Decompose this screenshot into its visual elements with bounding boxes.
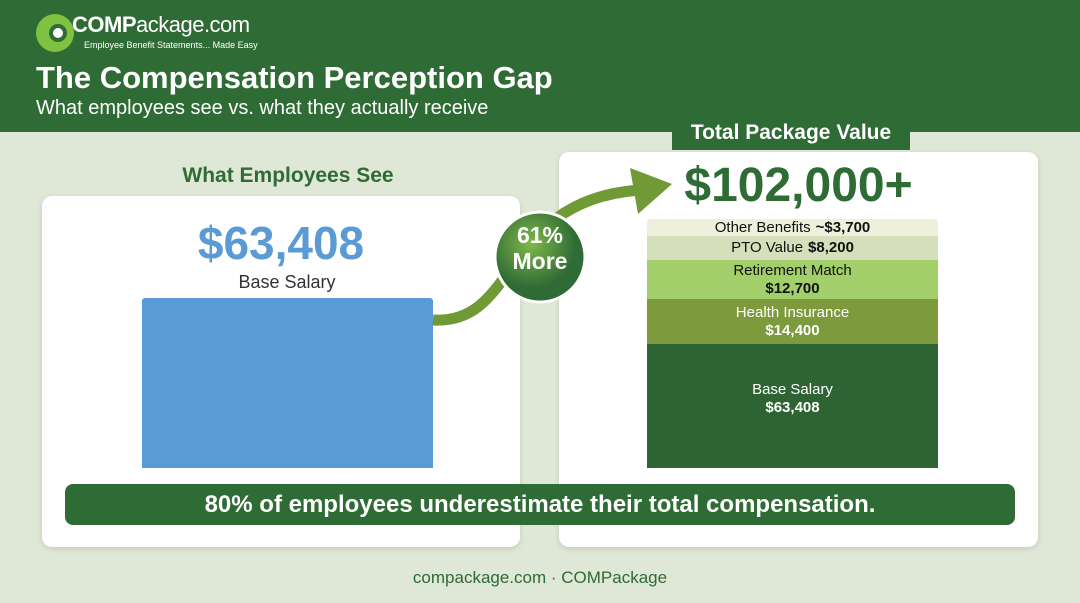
banner: 80% of employees underestimate their tot… [65, 484, 1015, 525]
segment-value: $8,200 [808, 239, 854, 256]
subtitle: What employees see vs. what they actuall… [36, 97, 489, 119]
badge-percent: 61% [516, 222, 564, 248]
salary-bar [142, 298, 433, 468]
right-amount: $102,000+ [684, 159, 913, 212]
title: The Compensation Perception Gap [36, 60, 553, 95]
logo-tagline: Employee Benefit Statements... Made Easy [84, 40, 258, 50]
segment-text: PTO Value $8,200 [731, 239, 854, 257]
package-stack: Other Benefits ~$3,700 PTO Value $8,200 Reti… [647, 219, 938, 468]
segment-value: $63,408 [765, 399, 820, 416]
logo-brand: COMPackage.com [72, 12, 250, 38]
segment-label: PTO Value [731, 239, 804, 256]
segment-text: Health Insurance $14,400 [736, 304, 849, 340]
segment-text: Other Benefits ~$3,700 [715, 219, 871, 237]
segment-value: $12,700 [765, 279, 820, 297]
header [0, 0, 1080, 132]
stack-segment: Base Salary $63,408 [647, 344, 938, 468]
logo-icon [36, 14, 74, 52]
segment-label: Retirement Match [733, 261, 852, 279]
segment-label: Other Benefits [714, 218, 811, 236]
segment-value: $14,400 [765, 321, 820, 339]
logo-bold: COMP [72, 12, 137, 37]
left-label: Base Salary [238, 272, 336, 292]
segment-text: Base Salary $63,408 [752, 381, 833, 417]
left-heading: What Employees See [182, 164, 394, 187]
stack-segment: PTO Value $8,200 [647, 236, 938, 260]
footer: compackage.com · COMPackage [412, 568, 668, 587]
badge-word: More [512, 248, 568, 274]
stack-segment: Health Insurance $14,400 [647, 299, 938, 344]
segment-label: Health Insurance [735, 303, 850, 321]
right-heading: Total Package Value [672, 116, 910, 150]
badge: 61% More [495, 222, 585, 274]
segment-label: Base Salary [752, 381, 833, 398]
segment-text: Retirement Match $12,700 [733, 262, 851, 298]
stack-segment: Other Benefits ~$3,700 [647, 219, 938, 236]
stack-segment: Retirement Match $12,700 [647, 260, 938, 299]
segment-value: ~$3,700 [815, 218, 871, 236]
logo-rest: ackage.com [136, 12, 250, 37]
left-amount: $63,408 [197, 217, 365, 269]
